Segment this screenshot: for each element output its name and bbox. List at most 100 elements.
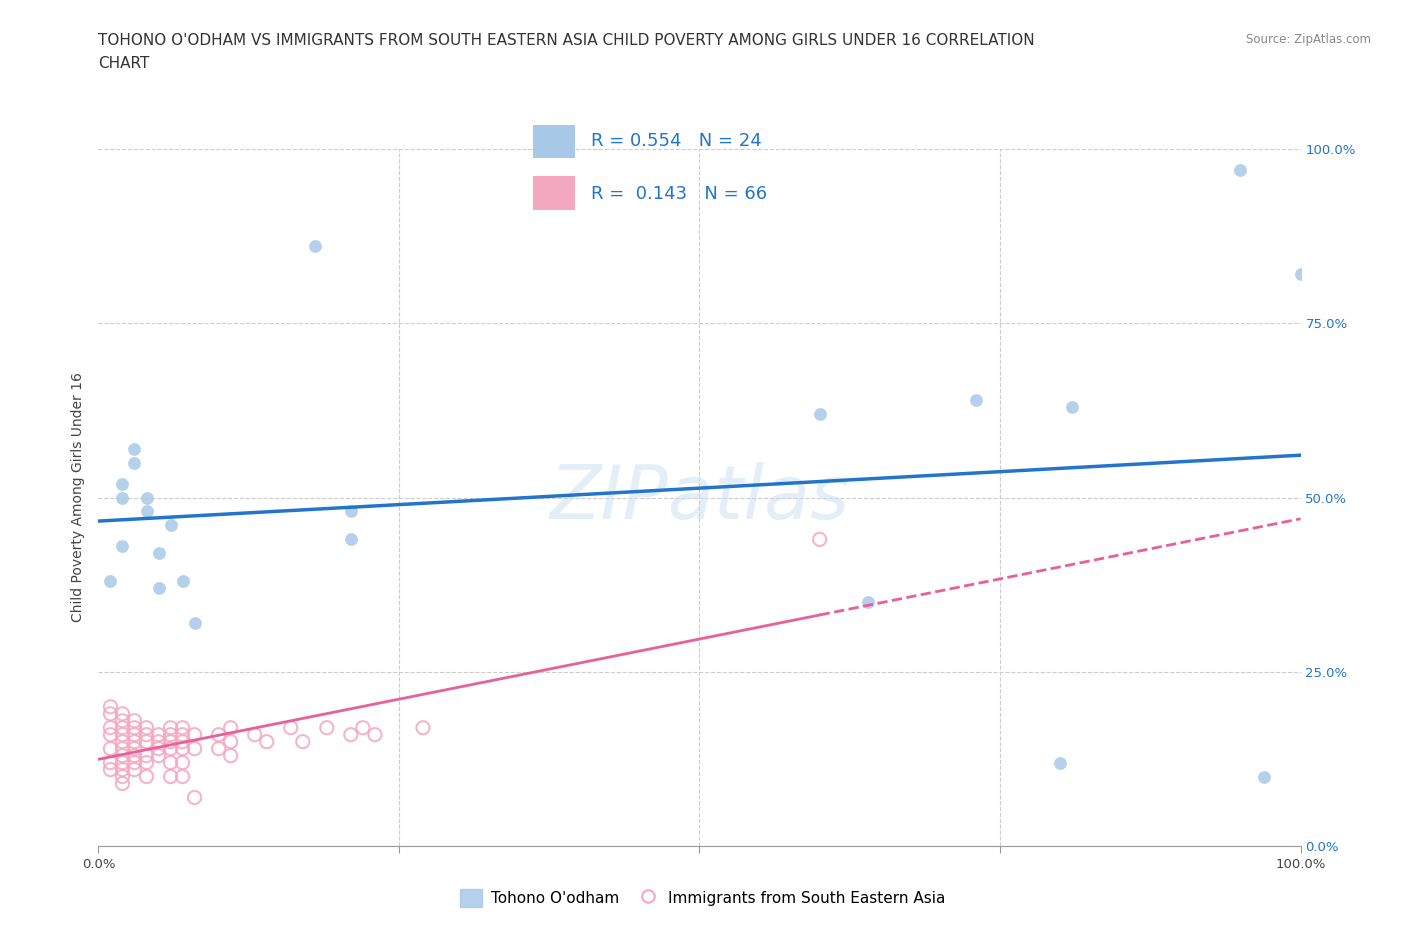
Point xyxy=(124,713,146,728)
Point xyxy=(219,748,242,763)
Point xyxy=(172,769,194,784)
Point xyxy=(135,755,157,770)
Point xyxy=(111,713,134,728)
Point xyxy=(124,721,146,736)
Point xyxy=(172,735,194,750)
Text: ZIPatlas: ZIPatlas xyxy=(550,461,849,534)
Point xyxy=(124,456,146,471)
Point xyxy=(111,748,134,763)
Point xyxy=(148,727,170,742)
Point xyxy=(135,504,157,519)
FancyBboxPatch shape xyxy=(533,125,575,158)
Point xyxy=(965,392,987,407)
Point xyxy=(111,763,134,777)
Point xyxy=(135,735,157,750)
Point xyxy=(148,546,170,561)
Point xyxy=(219,735,242,750)
Point xyxy=(808,406,831,421)
Point xyxy=(340,532,363,547)
Point xyxy=(183,727,205,742)
Point xyxy=(1062,400,1084,415)
Point xyxy=(124,727,146,742)
Point xyxy=(172,721,194,736)
Point xyxy=(100,763,122,777)
Point xyxy=(808,532,831,547)
Point xyxy=(100,699,122,714)
Point xyxy=(111,721,134,736)
Point xyxy=(172,755,194,770)
Legend: Tohono O'odham, Immigrants from South Eastern Asia: Tohono O'odham, Immigrants from South Ea… xyxy=(454,884,952,913)
Point xyxy=(135,727,157,742)
Point xyxy=(135,490,157,505)
Point xyxy=(159,735,181,750)
Text: R =  0.143   N = 66: R = 0.143 N = 66 xyxy=(592,185,768,203)
Point xyxy=(412,721,434,736)
Point xyxy=(159,755,181,770)
FancyBboxPatch shape xyxy=(533,177,575,210)
Point xyxy=(148,741,170,756)
Point xyxy=(183,741,205,756)
Point xyxy=(219,721,242,736)
Point xyxy=(111,735,134,750)
Point xyxy=(111,727,134,742)
Point xyxy=(100,727,122,742)
Point xyxy=(256,735,278,750)
Point xyxy=(135,769,157,784)
Point xyxy=(111,707,134,722)
Point xyxy=(183,790,205,805)
Point xyxy=(208,727,231,742)
Point xyxy=(352,721,374,736)
Point xyxy=(124,748,146,763)
Point xyxy=(100,721,122,736)
Point xyxy=(159,769,181,784)
Point xyxy=(124,442,146,457)
Point xyxy=(111,476,134,491)
Point xyxy=(159,518,181,533)
Point xyxy=(1049,755,1071,770)
Point xyxy=(100,707,122,722)
Point xyxy=(856,595,879,610)
Point xyxy=(111,769,134,784)
Text: R = 0.554   N = 24: R = 0.554 N = 24 xyxy=(592,132,762,150)
Point xyxy=(172,741,194,756)
Point xyxy=(1229,163,1251,178)
Point xyxy=(291,735,314,750)
Point xyxy=(340,727,363,742)
Point xyxy=(280,721,302,736)
Text: CHART: CHART xyxy=(98,56,150,71)
Point xyxy=(100,755,122,770)
Point xyxy=(111,490,134,505)
Point xyxy=(243,727,266,742)
Point xyxy=(159,727,181,742)
Point xyxy=(172,574,194,589)
Point xyxy=(135,721,157,736)
Point xyxy=(124,755,146,770)
Point xyxy=(172,727,194,742)
Point xyxy=(124,735,146,750)
Point xyxy=(111,741,134,756)
Point xyxy=(364,727,387,742)
Text: Source: ZipAtlas.com: Source: ZipAtlas.com xyxy=(1246,33,1371,46)
Point xyxy=(183,616,205,631)
Point xyxy=(100,574,122,589)
Point xyxy=(159,741,181,756)
Point xyxy=(148,735,170,750)
Point xyxy=(1253,769,1275,784)
Point xyxy=(100,741,122,756)
Point xyxy=(111,755,134,770)
Point xyxy=(148,580,170,596)
Point xyxy=(135,748,157,763)
Point xyxy=(159,721,181,736)
Point xyxy=(1289,267,1312,282)
Y-axis label: Child Poverty Among Girls Under 16: Child Poverty Among Girls Under 16 xyxy=(72,373,86,622)
Point xyxy=(148,748,170,763)
Point xyxy=(111,539,134,554)
Point xyxy=(124,763,146,777)
Point xyxy=(111,776,134,790)
Point xyxy=(304,239,326,254)
Point xyxy=(315,721,337,736)
Point xyxy=(124,741,146,756)
Point xyxy=(208,741,231,756)
Point xyxy=(340,504,363,519)
Text: TOHONO O'ODHAM VS IMMIGRANTS FROM SOUTH EASTERN ASIA CHILD POVERTY AMONG GIRLS U: TOHONO O'ODHAM VS IMMIGRANTS FROM SOUTH … xyxy=(98,33,1035,47)
